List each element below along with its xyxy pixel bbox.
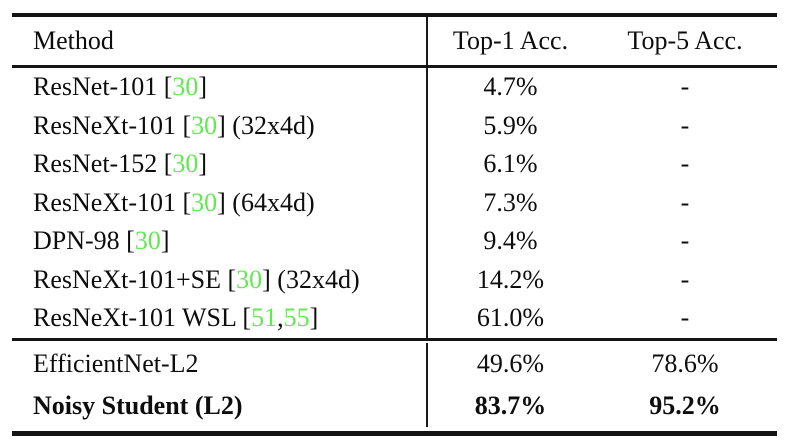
table-row: ResNet-152 [30] 6.1% - — [12, 145, 777, 184]
top5-value-cell: - — [680, 264, 690, 294]
method-label: ResNeXt-101 [ — [33, 110, 192, 140]
method-label: , — [277, 303, 284, 333]
top5-value-cell: 78.6% — [651, 348, 719, 378]
top1-value-cell: 7.3% — [426, 183, 593, 222]
top5-column-header: Top-5 Acc. — [627, 26, 743, 55]
table-row: EfficientNet-L2 49.6% 78.6% — [12, 342, 777, 385]
citation-link[interactable]: 30 — [191, 110, 218, 140]
method-label: ResNet-101 [ — [33, 72, 173, 102]
method-label: ResNeXt-101 WSL [ — [33, 303, 252, 333]
table-row: DPN-98 [30] 9.4% - — [12, 222, 777, 261]
method-cell: ResNeXt-101 [30] (64x4d) — [12, 184, 426, 223]
method-cell: ResNet-101 [30] — [12, 68, 426, 107]
method-label: DPN-98 [ — [33, 226, 135, 256]
method-label: ] — [198, 149, 208, 179]
top1-value-cell: 49.6% — [426, 342, 593, 385]
top5-value-cell: - — [680, 110, 690, 140]
citation-link[interactable]: 30 — [172, 149, 199, 179]
citation-link[interactable]: 55 — [283, 303, 310, 333]
baselines-section: ResNet-101 [30] 4.7% - ResNeXt-101 [30] (32… — [12, 68, 777, 338]
top5-value-cell: - — [680, 72, 690, 102]
citation-link[interactable]: 51 — [251, 303, 278, 333]
citation-link[interactable]: 30 — [172, 72, 199, 102]
method-cell: Noisy Student (L2) — [12, 385, 426, 427]
citation-link[interactable]: 30 — [191, 187, 218, 217]
table-header-row: Method Top-1 Acc. Top-5 Acc. — [12, 17, 777, 65]
top5-value-cell: - — [680, 149, 690, 179]
table-row: ResNeXt-101+SE [30] (32x4d) 14.2% - — [12, 260, 777, 300]
citation-link[interactable]: 30 — [134, 226, 161, 256]
top1-value-cell: 9.4% — [426, 222, 593, 261]
method-label: ] — [198, 72, 208, 102]
top1-value-cell: 14.2% — [426, 260, 593, 299]
table-row: ResNeXt-101 [30] (32x4d) 5.9% - — [12, 106, 777, 146]
method-label: ] (32x4d) — [262, 264, 360, 294]
method-cell: EfficientNet-L2 — [12, 343, 426, 385]
method-cell: DPN-98 [30] — [12, 222, 426, 261]
method-label: ] (32x4d) — [217, 110, 315, 140]
method-label: Noisy Student (L2) — [33, 390, 243, 420]
our-models-section: EfficientNet-L2 49.6% 78.6% Noisy Student (… — [12, 341, 777, 431]
table-top-rule — [12, 13, 777, 17]
method-label: ResNet-152 [ — [33, 149, 173, 179]
method-cell: ResNeXt-101+SE [30] (32x4d) — [12, 261, 426, 300]
method-label: EfficientNet-L2 — [33, 348, 199, 378]
top1-value-cell: 61.0% — [426, 299, 593, 338]
table-row: Noisy Student (L2) 83.7% 95.2% — [12, 384, 777, 427]
top1-value-cell: 83.7% — [426, 384, 593, 427]
top5-value-cell: - — [680, 187, 690, 217]
header-rule — [12, 65, 777, 68]
table-row: ResNet-101 [30] 4.7% - — [12, 68, 777, 107]
method-label: ] — [160, 226, 170, 256]
method-cell: ResNet-152 [30] — [12, 145, 426, 184]
method-label: ResNeXt-101 [ — [33, 187, 192, 217]
top5-value-cell: - — [680, 226, 690, 256]
method-label: ResNeXt-101+SE [ — [33, 264, 237, 294]
method-label: ] — [309, 303, 319, 333]
top5-value-cell: 95.2% — [649, 390, 721, 420]
top1-value-cell: 5.9% — [426, 106, 593, 145]
top1-value-cell: 4.7% — [426, 68, 593, 107]
table-bottom-rule — [12, 430, 777, 436]
table-row: ResNeXt-101 WSL [51, 55] 61.0% - — [12, 299, 777, 338]
top1-value-cell: 6.1% — [426, 145, 593, 184]
method-column-header: Method — [33, 26, 114, 55]
top1-column-header: Top-1 Acc. — [426, 17, 593, 65]
results-table: Method Top-1 Acc. Top-5 Acc. ResNet-101 … — [12, 13, 777, 436]
mid-rule — [12, 337, 777, 341]
top5-value-cell: - — [680, 303, 690, 333]
method-cell: ResNeXt-101 WSL [51, 55] — [12, 299, 426, 338]
method-cell: ResNeXt-101 [30] (32x4d) — [12, 107, 426, 146]
citation-link[interactable]: 30 — [236, 264, 263, 294]
method-label: ] (64x4d) — [217, 187, 315, 217]
table-row: ResNeXt-101 [30] (64x4d) 7.3% - — [12, 183, 777, 223]
